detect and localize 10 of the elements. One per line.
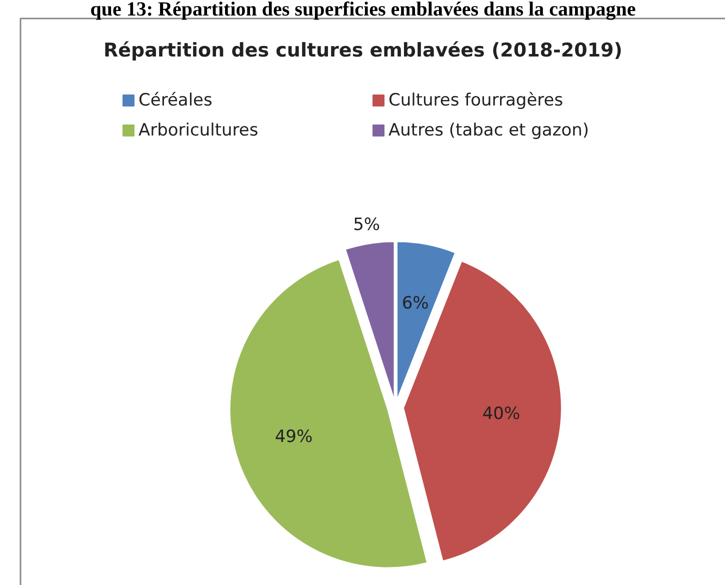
data-label: 40%: [482, 404, 520, 424]
legend-label: Cultures fourragères: [388, 90, 564, 110]
data-label: 5%: [353, 214, 380, 235]
data-label: 6%: [402, 293, 429, 314]
legend-label: Arboricultures: [138, 120, 258, 140]
chart-title: Répartition des cultures emblavées (2018-2019): [104, 40, 622, 62]
legend-label: Autres (tabac et gazon): [388, 120, 590, 140]
data-label: 49%: [274, 427, 313, 448]
legend-label: Céréales: [138, 90, 213, 110]
text: que 13: Répartition des superficies emblavées dans la campagne: [90, 0, 636, 20]
